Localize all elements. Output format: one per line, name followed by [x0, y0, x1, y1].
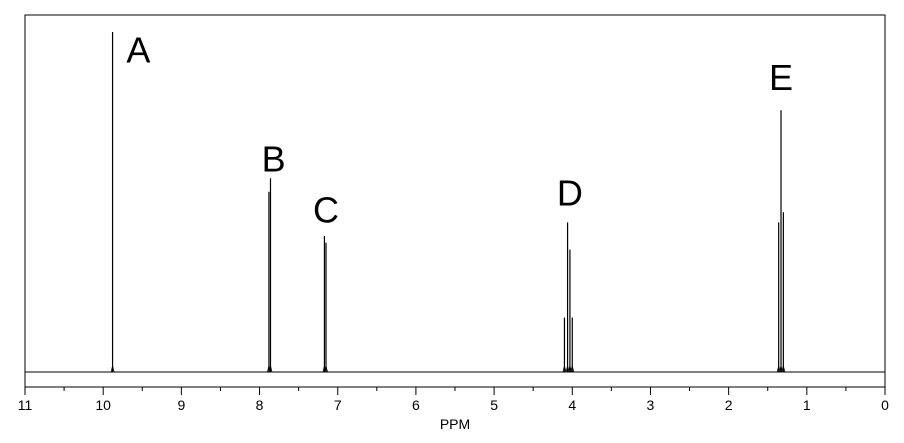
- peak-label-b: B: [262, 138, 286, 179]
- peak-base: [562, 365, 567, 373]
- x-tick-label: 2: [725, 397, 733, 413]
- x-tick-label: 6: [412, 397, 420, 413]
- peak-label-e: E: [769, 57, 793, 98]
- x-axis-ticks: [24, 387, 886, 395]
- x-tick-label: 7: [334, 397, 342, 413]
- peak-annotations: A BC D E: [126, 30, 793, 231]
- x-tick-label: 5: [490, 397, 498, 413]
- x-axis-title: PPM: [440, 416, 470, 432]
- peak-label-a: A: [126, 30, 150, 71]
- peak-label-c: C: [313, 189, 339, 230]
- x-tick-label: 11: [18, 397, 33, 413]
- peak-base: [570, 365, 575, 373]
- x-tick-label: 4: [568, 397, 576, 413]
- x-tick-label: 0: [881, 397, 889, 413]
- peak-base: [110, 365, 115, 373]
- x-tick-label: 1: [803, 397, 811, 413]
- x-tick-label: 9: [177, 397, 185, 413]
- x-axis-tick-labels: 11 10 9 8 7 6 5 4 3 2 1 0: [18, 397, 889, 413]
- x-tick-label: 10: [95, 397, 111, 413]
- x-tick-label: 8: [256, 397, 264, 413]
- peak-base: [781, 365, 786, 373]
- spectrum-peaks: [110, 32, 786, 373]
- plot-frame: [24, 14, 886, 388]
- peak-base: [268, 365, 273, 373]
- peak-label-d: D: [557, 172, 583, 213]
- peak-base: [324, 365, 328, 373]
- x-tick-label: 3: [647, 397, 655, 413]
